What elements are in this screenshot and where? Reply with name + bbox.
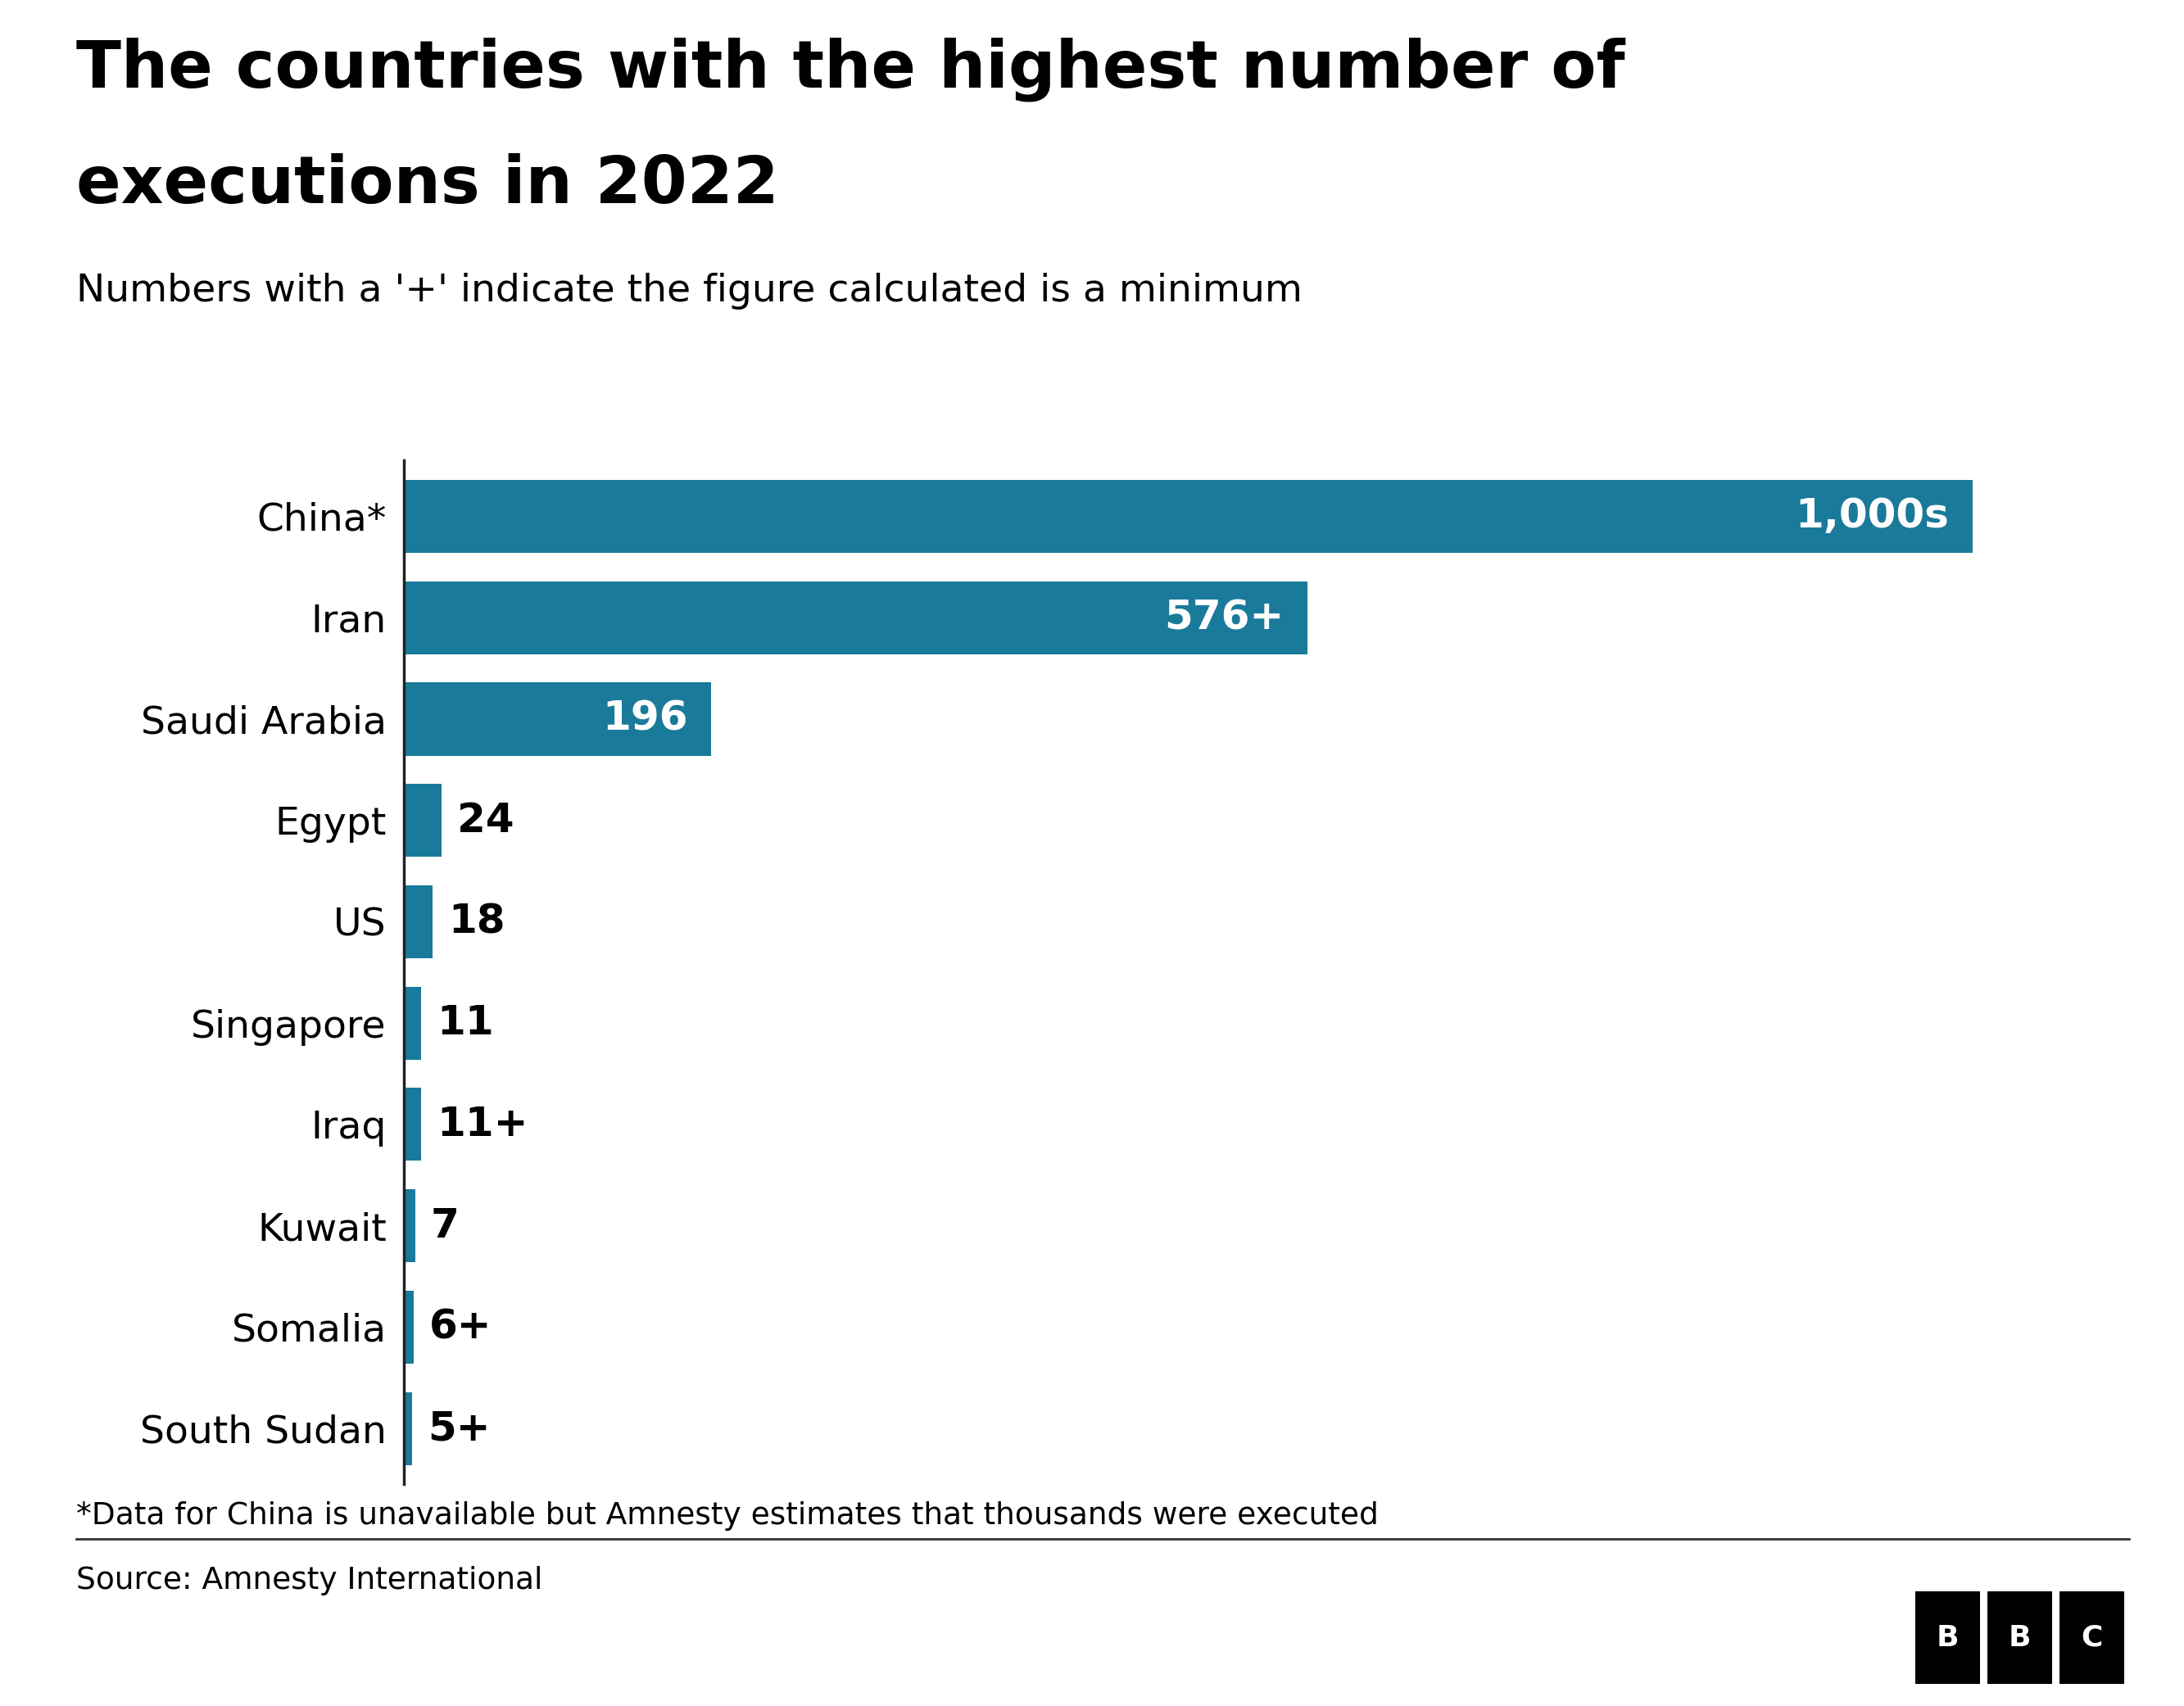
Bar xyxy=(404,682,712,756)
Bar xyxy=(404,1189,415,1262)
Text: 7: 7 xyxy=(430,1206,459,1245)
Text: 11+: 11+ xyxy=(437,1105,529,1145)
Text: *Data for China is unavailable but Amnesty estimates that thousands were execute: *Data for China is unavailable but Amnes… xyxy=(76,1501,1378,1530)
Bar xyxy=(404,885,432,959)
Bar xyxy=(1987,1592,2053,1684)
Text: 11: 11 xyxy=(437,1003,494,1042)
Bar xyxy=(1915,1592,1979,1684)
Text: 1,000s: 1,000s xyxy=(1795,496,1948,536)
Text: C: C xyxy=(2081,1624,2103,1651)
Bar xyxy=(404,1088,422,1160)
Text: B: B xyxy=(1935,1624,1959,1651)
Text: The countries with the highest number of: The countries with the highest number of xyxy=(76,38,1625,102)
Text: 576+: 576+ xyxy=(1164,599,1284,638)
Text: 24: 24 xyxy=(456,800,515,839)
Bar xyxy=(404,785,441,856)
Bar xyxy=(404,1291,413,1363)
Text: Numbers with a '+' indicate the figure calculated is a minimum: Numbers with a '+' indicate the figure c… xyxy=(76,273,1302,310)
Bar xyxy=(404,1392,413,1465)
Text: 6+: 6+ xyxy=(428,1307,491,1346)
Text: executions in 2022: executions in 2022 xyxy=(76,154,780,217)
Bar xyxy=(2060,1592,2123,1684)
Bar xyxy=(404,986,422,1059)
Text: B: B xyxy=(2007,1624,2031,1651)
Text: 5+: 5+ xyxy=(428,1409,489,1448)
Text: Source: Amnesty International: Source: Amnesty International xyxy=(76,1566,544,1595)
Bar xyxy=(404,582,1308,653)
Text: 18: 18 xyxy=(448,902,505,942)
Text: 196: 196 xyxy=(603,699,688,739)
Bar xyxy=(404,479,1972,553)
